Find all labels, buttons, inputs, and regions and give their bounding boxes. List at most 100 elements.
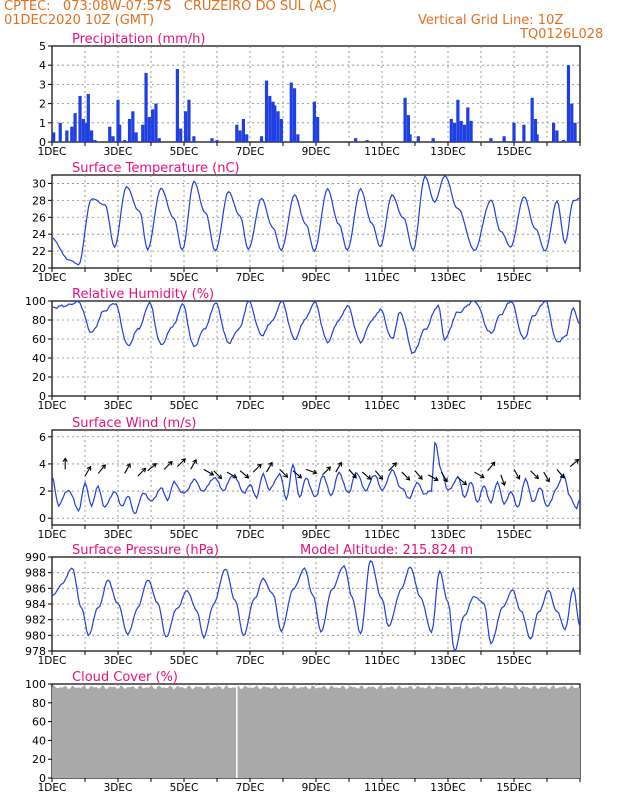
precip-bar (65, 130, 69, 142)
x-tick-label: 5DEC (170, 146, 199, 158)
x-tick-label: 5DEC (170, 655, 199, 667)
precip-bar (81, 118, 85, 142)
precip-bar (354, 138, 358, 142)
precip-bar (78, 95, 82, 142)
wind-arrow (530, 470, 540, 480)
precip-bar (535, 134, 539, 142)
precip-bar (134, 132, 138, 142)
panel-title: Surface Pressure (hPa) (72, 543, 219, 558)
precip-bar (296, 134, 300, 142)
precip-bar (279, 118, 283, 142)
station-title: CPTEC: 073:08W-07:57S CRUZEIRO DO SUL (A… (4, 0, 337, 14)
precip-bar (187, 99, 191, 142)
precip-bar (403, 97, 407, 142)
wind-arrow (487, 461, 496, 472)
wind-arrow (137, 467, 147, 477)
precip-bar (238, 130, 242, 142)
x-tick-label: 13DEC (430, 782, 465, 794)
y-tick-label: 0 (39, 512, 46, 525)
precip-bar (118, 124, 122, 142)
wind-arrow (427, 474, 439, 482)
wind-arrow (569, 458, 580, 468)
x-tick-label: 13DEC (430, 400, 465, 412)
series-line (51, 559, 581, 653)
precip-bar (151, 109, 155, 142)
x-tick-label: 11DEC (364, 529, 399, 541)
wind-arrow (124, 463, 131, 474)
precip-bar (235, 124, 239, 142)
x-tick-label: 9DEC (302, 146, 331, 158)
precip-bar (416, 136, 420, 142)
wind-arrow (163, 460, 173, 470)
x-tick-label: 3DEC (104, 782, 133, 794)
precip-bar (175, 69, 179, 142)
wind-arrow (500, 474, 506, 487)
wind-arrow (457, 477, 468, 486)
model-altitude: Model Altitude: 215.824 m (300, 543, 473, 558)
y-tick-label: 0 (39, 390, 46, 403)
wind-arrow (97, 464, 106, 474)
wind-arrow (348, 469, 357, 479)
precip-bar (292, 88, 297, 142)
x-tick-label: 15DEC (496, 400, 531, 412)
x-tick-label: 11DEC (364, 146, 399, 158)
precip-bar (561, 140, 566, 142)
y-tick-label: 20 (32, 753, 46, 766)
precip-bar (273, 105, 277, 142)
y-tick-label: 100 (25, 295, 46, 308)
precip-bar (469, 120, 473, 142)
precip-bar (215, 140, 219, 142)
x-tick-label: 9DEC (302, 655, 331, 667)
panel-title: Surface Wind (m/s) (72, 416, 196, 431)
x-tick-label: 3DEC (104, 272, 133, 284)
x-tick-label: 5DEC (170, 272, 199, 284)
precip-bar (210, 138, 214, 142)
precip-bar (289, 82, 293, 142)
x-tick-label: 1DEC (38, 782, 67, 794)
wind-arrow (513, 469, 521, 480)
wind-arrow (322, 466, 332, 476)
precip-bar (93, 140, 97, 142)
x-tick-label: 13DEC (430, 655, 465, 667)
x-tick-label: 11DEC (364, 272, 399, 284)
precip-bar (157, 138, 161, 142)
x-tick-label: 3DEC (104, 655, 133, 667)
wind-arrow (305, 468, 318, 475)
y-tick-label: 28 (32, 194, 46, 207)
x-tick-label: 13DEC (430, 146, 465, 158)
wind-arrow (62, 457, 68, 470)
precip-bar (184, 111, 188, 142)
wind-arrow (203, 468, 215, 476)
precip-bar (144, 72, 148, 142)
wind-arrow (147, 462, 157, 472)
wind-arrow (84, 465, 92, 477)
wind-arrow (190, 458, 197, 470)
precip-bar (179, 128, 183, 142)
x-tick-label: 9DEC (302, 400, 331, 412)
wind-arrow (401, 471, 411, 481)
model-id: TQ0126L028 (520, 27, 604, 42)
precip-bar (502, 136, 506, 142)
y-tick-label: 980 (25, 629, 46, 642)
x-tick-label: 15DEC (496, 782, 531, 794)
precip-bar (131, 111, 135, 142)
precip-bar (241, 118, 245, 142)
precip-bar (73, 113, 77, 142)
x-tick-label: 15DEC (496, 529, 531, 541)
precip-bar (268, 95, 272, 142)
x-tick-label: 3DEC (104, 529, 133, 541)
x-tick-label: 9DEC (302, 782, 331, 794)
x-tick-label: 9DEC (302, 529, 331, 541)
wind-arrow (177, 458, 186, 468)
x-tick-label: 5DEC (170, 529, 199, 541)
panel-title: Precipitation (mm/h) (72, 32, 205, 47)
y-tick-label: 100 (25, 678, 46, 691)
precip-bar (116, 99, 120, 142)
precip-bar (192, 136, 196, 142)
series-line (51, 441, 581, 515)
y-tick-label: 22 (32, 245, 46, 258)
y-tick-label: 6 (39, 431, 46, 444)
precip-bar (570, 103, 574, 142)
x-tick-label: 7DEC (236, 782, 265, 794)
precip-bar (276, 111, 280, 142)
